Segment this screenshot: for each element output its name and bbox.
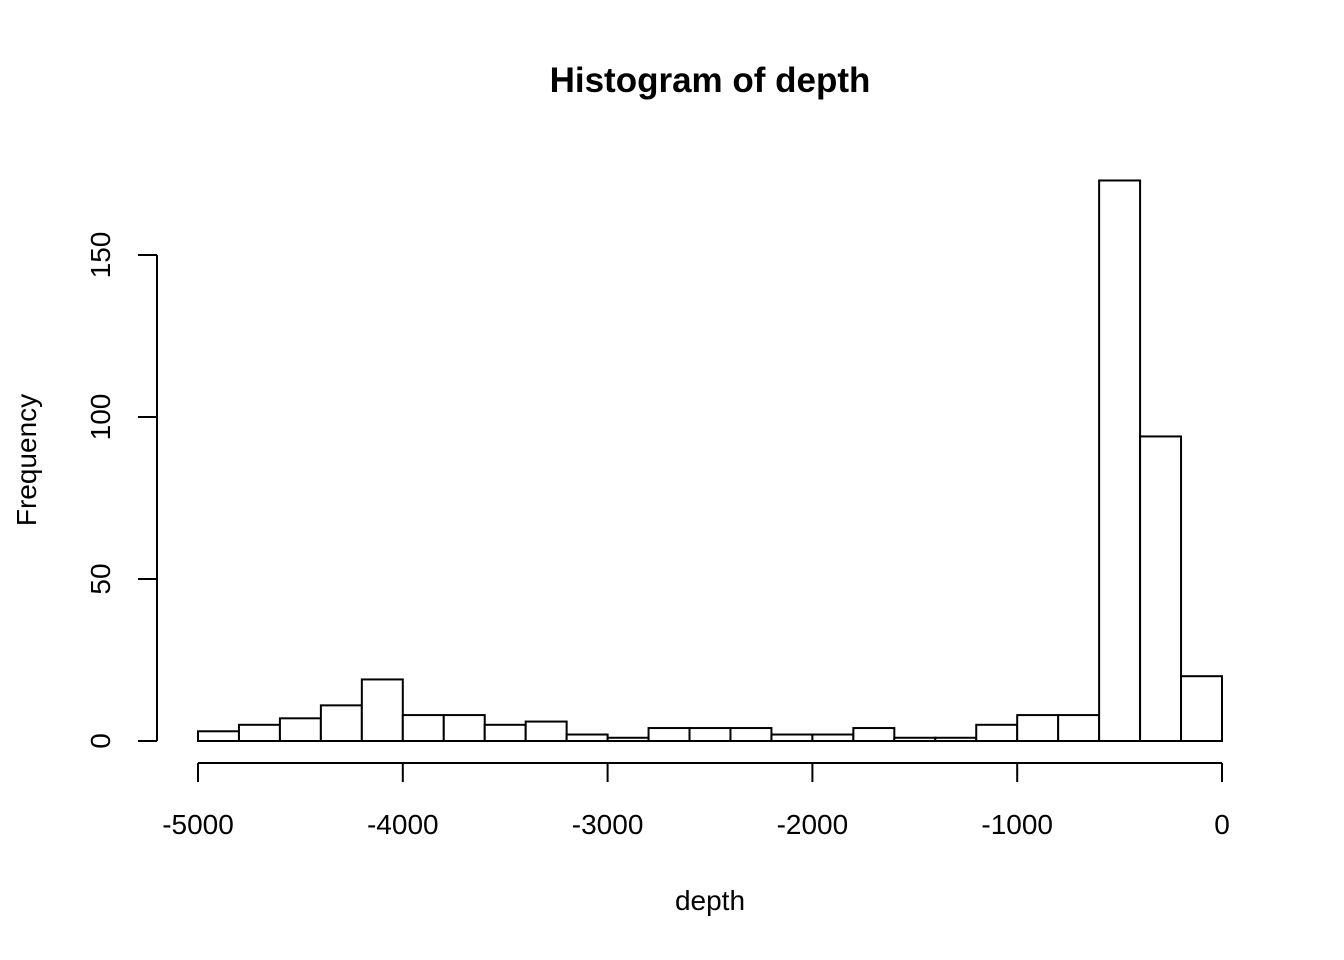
histogram-bar xyxy=(197,730,240,743)
histogram-bar xyxy=(1139,435,1183,742)
x-tick-label: -2000 xyxy=(777,809,849,840)
histogram-bar xyxy=(811,733,855,743)
y-tick-label: 100 xyxy=(85,394,116,441)
histogram-bar xyxy=(975,723,1019,742)
histogram-bars xyxy=(197,179,1224,743)
histogram-bar xyxy=(483,723,527,742)
x-tick-label: -4000 xyxy=(367,809,439,840)
x-tick-label: -1000 xyxy=(981,809,1053,840)
histogram-bar xyxy=(1057,714,1101,743)
histogram-bar xyxy=(278,717,322,743)
x-axis: -5000 -4000 -3000 -2000 -1000 0 xyxy=(162,762,1230,840)
y-axis: 0 50 100 150 xyxy=(85,232,158,749)
histogram-bar xyxy=(237,723,281,742)
histogram-bar xyxy=(319,704,363,742)
histogram-bar xyxy=(606,736,650,743)
histogram-bar xyxy=(1180,675,1224,743)
histogram-bar xyxy=(729,727,773,742)
x-tick-label: -3000 xyxy=(572,809,644,840)
histogram-bar xyxy=(524,720,568,742)
y-tick-label: 0 xyxy=(85,733,116,749)
y-axis-label: Frequency xyxy=(11,394,42,526)
histogram-bar xyxy=(852,727,896,742)
x-tick-label: -5000 xyxy=(162,809,234,840)
y-tick-label: 150 xyxy=(85,232,116,279)
y-tick-label: 50 xyxy=(85,563,116,594)
histogram-bar xyxy=(647,727,691,742)
histogram-bar xyxy=(770,733,814,743)
histogram-bar xyxy=(1016,714,1060,743)
histogram-bar xyxy=(1098,179,1142,743)
histogram-bar xyxy=(934,736,978,743)
x-tick-label: 0 xyxy=(1214,809,1230,840)
x-axis-label: depth xyxy=(675,885,745,916)
histogram-bar xyxy=(893,736,937,743)
histogram-bar xyxy=(688,727,732,742)
histogram-bar xyxy=(565,733,609,743)
histogram-bar xyxy=(401,714,445,743)
chart-title: Histogram of depth xyxy=(550,61,871,100)
histogram-bar xyxy=(442,714,486,743)
histogram-bar xyxy=(360,678,404,743)
